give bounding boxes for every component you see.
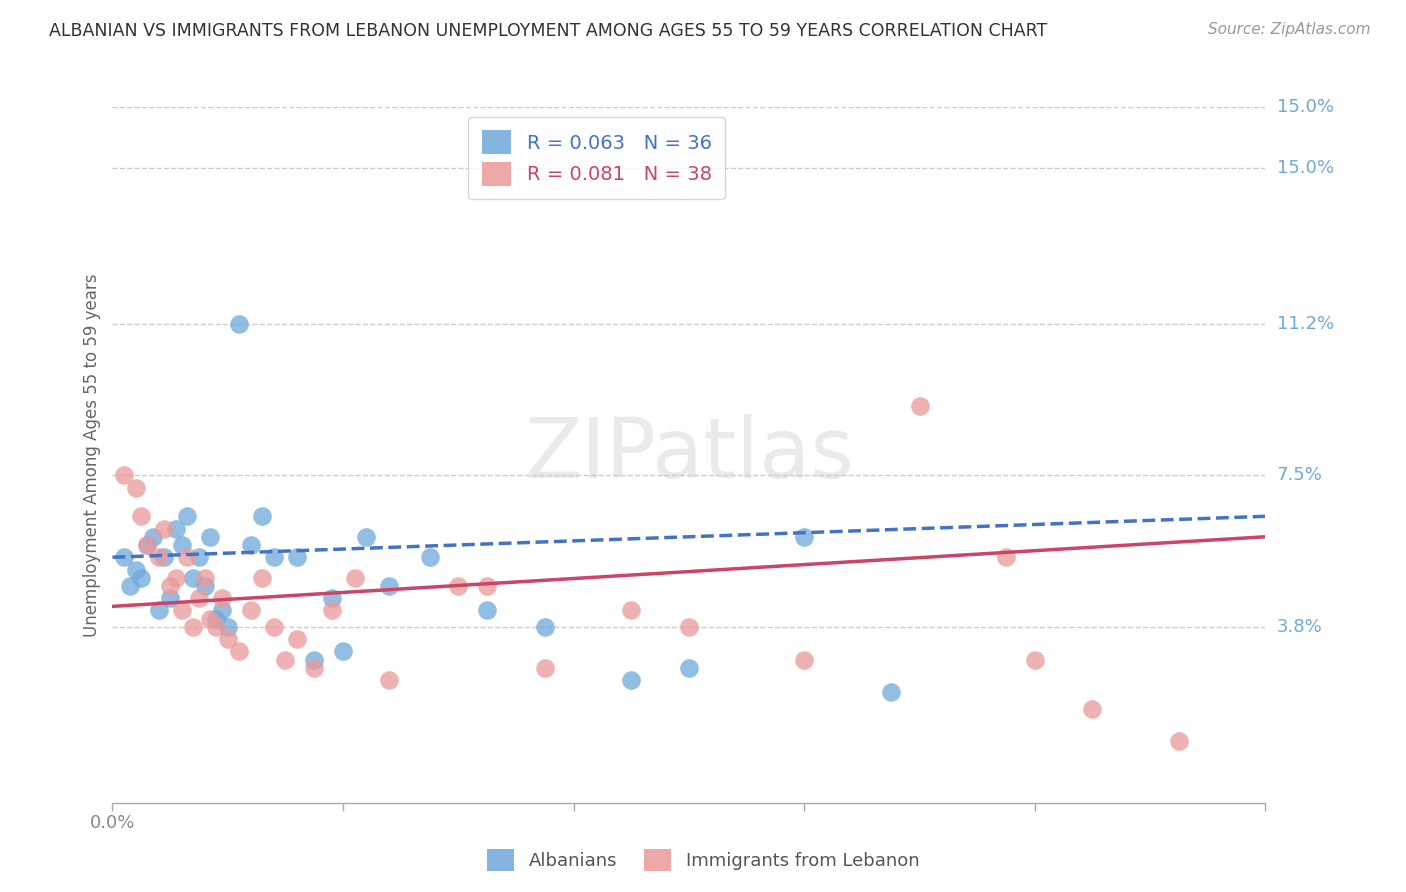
- Point: [118, 579, 141, 593]
- Point: [304, 661, 326, 675]
- Point: [1024, 652, 1046, 666]
- Point: [908, 399, 931, 413]
- Point: [148, 603, 170, 617]
- Point: [217, 632, 239, 646]
- Point: [142, 530, 165, 544]
- Point: [200, 530, 222, 544]
- Point: [194, 579, 217, 593]
- Point: [170, 538, 193, 552]
- Point: [194, 571, 217, 585]
- Point: [475, 579, 499, 593]
- Point: [188, 591, 211, 606]
- Point: [678, 620, 700, 634]
- Point: [239, 538, 262, 552]
- Point: [263, 620, 285, 634]
- Text: 11.2%: 11.2%: [1277, 315, 1334, 333]
- Point: [181, 571, 204, 585]
- Point: [176, 509, 198, 524]
- Point: [200, 612, 222, 626]
- Point: [354, 530, 377, 544]
- Point: [419, 550, 441, 565]
- Point: [534, 620, 557, 634]
- Point: [880, 685, 903, 699]
- Point: [176, 550, 198, 565]
- Legend: R = 0.063   N = 36, R = 0.081   N = 38: R = 0.063 N = 36, R = 0.081 N = 38: [468, 117, 725, 199]
- Point: [793, 652, 815, 666]
- Point: [165, 571, 187, 585]
- Point: [252, 571, 274, 585]
- Point: [304, 652, 326, 666]
- Point: [228, 317, 250, 331]
- Y-axis label: Unemployment Among Ages 55 to 59 years: Unemployment Among Ages 55 to 59 years: [83, 273, 101, 637]
- Point: [1167, 734, 1189, 748]
- Text: 15.0%: 15.0%: [1277, 160, 1333, 178]
- Point: [205, 620, 228, 634]
- Point: [112, 550, 135, 565]
- Text: ALBANIAN VS IMMIGRANTS FROM LEBANON UNEMPLOYMENT AMONG AGES 55 TO 59 YEARS CORRE: ALBANIAN VS IMMIGRANTS FROM LEBANON UNEM…: [49, 22, 1047, 40]
- Point: [205, 612, 228, 626]
- Point: [228, 644, 250, 658]
- Point: [239, 603, 262, 617]
- Point: [211, 603, 233, 617]
- Text: 3.8%: 3.8%: [1277, 618, 1322, 636]
- Point: [534, 661, 557, 675]
- Point: [188, 550, 211, 565]
- Point: [181, 620, 204, 634]
- Point: [112, 468, 135, 483]
- Point: [252, 509, 274, 524]
- Point: [129, 571, 153, 585]
- Point: [1081, 701, 1104, 715]
- Point: [211, 591, 233, 606]
- Point: [124, 562, 146, 576]
- Point: [378, 673, 401, 687]
- Point: [165, 522, 187, 536]
- Point: [321, 603, 343, 617]
- Point: [620, 673, 643, 687]
- Point: [285, 632, 308, 646]
- Text: 7.5%: 7.5%: [1277, 467, 1323, 484]
- Point: [153, 522, 176, 536]
- Point: [321, 591, 343, 606]
- Text: ZIPatlas: ZIPatlas: [524, 415, 853, 495]
- Point: [378, 579, 401, 593]
- Point: [343, 571, 366, 585]
- Point: [136, 538, 159, 552]
- Point: [274, 652, 297, 666]
- Point: [148, 550, 170, 565]
- Point: [129, 509, 153, 524]
- Point: [995, 550, 1018, 565]
- Point: [332, 644, 354, 658]
- Point: [447, 579, 470, 593]
- Legend: Albanians, Immigrants from Lebanon: Albanians, Immigrants from Lebanon: [479, 842, 927, 879]
- Point: [153, 550, 176, 565]
- Point: [124, 481, 146, 495]
- Text: 0.0%: 0.0%: [90, 814, 135, 832]
- Point: [285, 550, 308, 565]
- Text: 15.0%: 15.0%: [1277, 98, 1333, 116]
- Point: [475, 603, 499, 617]
- Point: [136, 538, 159, 552]
- Point: [170, 603, 193, 617]
- Point: [678, 661, 700, 675]
- Point: [159, 591, 181, 606]
- Point: [620, 603, 643, 617]
- Point: [159, 579, 181, 593]
- Point: [217, 620, 239, 634]
- Text: Source: ZipAtlas.com: Source: ZipAtlas.com: [1208, 22, 1371, 37]
- Point: [263, 550, 285, 565]
- Point: [793, 530, 815, 544]
